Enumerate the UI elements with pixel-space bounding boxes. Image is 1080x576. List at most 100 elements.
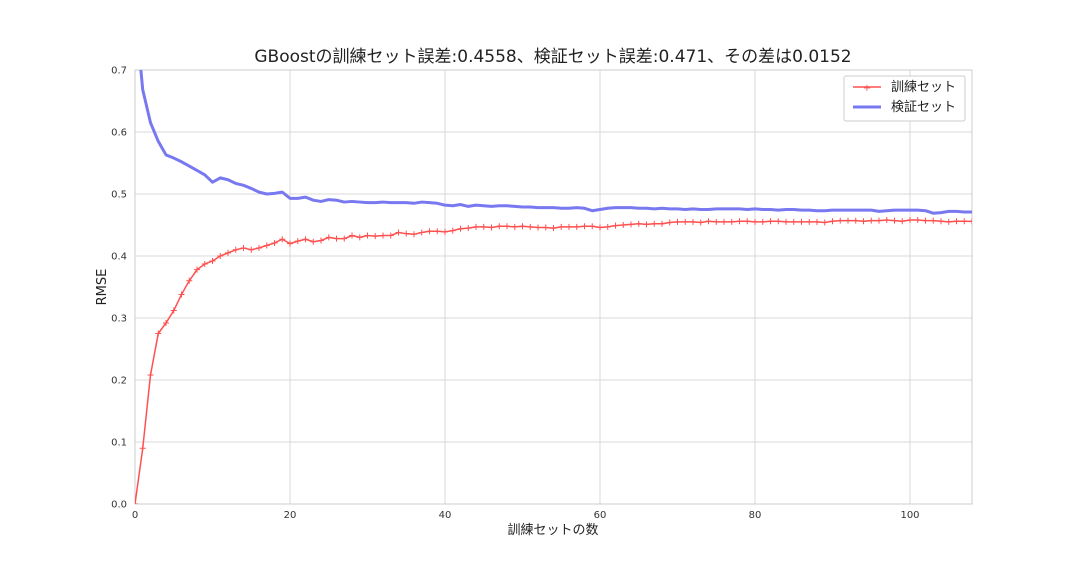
- plot-background: [135, 70, 972, 504]
- data-point-train: [697, 219, 704, 226]
- data-point-train: [240, 244, 247, 251]
- y-tick-label: 0.4: [111, 252, 127, 263]
- x-tick-label: 20: [284, 510, 297, 521]
- x-axis-label: 訓練セットの数: [507, 522, 598, 538]
- data-point-train: [907, 217, 913, 224]
- x-tick-label: 0: [132, 510, 138, 521]
- y-tick-label: 0.2: [111, 376, 127, 387]
- data-point-train: [504, 223, 510, 230]
- data-point-train: [690, 218, 696, 225]
- x-tick-label: 80: [749, 510, 762, 521]
- data-point-train: [604, 223, 611, 230]
- data-point-train: [232, 246, 239, 253]
- series-line-validation: [139, 70, 972, 215]
- legend: + 訓練セット 検証セット: [843, 75, 966, 122]
- data-point-train: [899, 218, 906, 225]
- data-point-train: [139, 445, 146, 452]
- data-point-train: [643, 221, 650, 228]
- data-point-train: [426, 228, 433, 235]
- data-point-train: [814, 218, 820, 225]
- data-point-train: [829, 218, 836, 225]
- data-point-train: [356, 234, 363, 241]
- data-point-train: [783, 218, 789, 225]
- data-point-train: [411, 231, 417, 238]
- data-point-train: [938, 218, 944, 225]
- data-point-train: [480, 223, 487, 230]
- data-point-train: [806, 218, 813, 225]
- data-point-train: [519, 223, 526, 230]
- data-point-train: [496, 223, 503, 230]
- data-point-train: [759, 218, 766, 225]
- data-point-train: [163, 319, 169, 326]
- data-point-train: [225, 249, 231, 256]
- data-point-train: [271, 239, 278, 246]
- data-point-train: [287, 240, 293, 247]
- data-point-train: [310, 238, 317, 245]
- y-axis-label: RMSE: [95, 269, 110, 306]
- data-point-train: [852, 217, 859, 224]
- data-point-train: [659, 220, 665, 227]
- data-point-train: [341, 235, 348, 242]
- series-group: [135, 70, 972, 504]
- data-point-train: [721, 218, 727, 225]
- data-point-train: [550, 225, 557, 232]
- data-point-train: [612, 222, 619, 229]
- legend-label-train: 訓練セット: [891, 79, 956, 95]
- data-point-train: [969, 218, 972, 225]
- data-point-train: [434, 228, 441, 235]
- data-point-train: [380, 232, 386, 239]
- data-point-train: [527, 223, 534, 230]
- data-point-train: [651, 220, 658, 227]
- x-tick-labels: 0 20 40 60 80 100: [132, 510, 920, 521]
- data-point-train: [775, 218, 782, 225]
- data-point-train: [395, 229, 402, 236]
- data-point-train: [178, 291, 185, 298]
- data-point-train: [372, 233, 379, 240]
- data-point-train: [217, 253, 224, 259]
- data-point-train: [752, 218, 758, 225]
- y-tick-label: 0.7: [111, 66, 127, 77]
- y-tick-label: 0.1: [111, 438, 127, 449]
- data-point-train: [945, 218, 952, 225]
- data-point-train: [302, 236, 309, 243]
- data-point-train: [666, 219, 673, 226]
- legend-marker-train: +: [863, 83, 871, 94]
- data-point-train: [155, 330, 162, 337]
- data-point-train: [767, 218, 774, 225]
- data-point-train: [674, 218, 681, 225]
- data-point-train: [279, 236, 286, 243]
- data-point-train: [713, 218, 720, 225]
- data-point-train: [573, 223, 580, 230]
- x-tick-label: 60: [594, 510, 607, 521]
- data-point-train: [860, 218, 867, 225]
- data-point-train: [558, 223, 565, 230]
- data-point-train: [201, 261, 208, 268]
- data-point-train: [186, 277, 193, 284]
- data-point-train: [620, 222, 627, 228]
- data-point-train: [682, 218, 689, 225]
- data-point-train: [953, 218, 960, 225]
- data-point-train: [876, 217, 882, 224]
- data-point-train: [403, 230, 410, 237]
- data-point-train: [263, 242, 270, 249]
- legend-label-validation: 検証セット: [891, 100, 956, 115]
- y-tick-label: 0.3: [111, 314, 127, 325]
- x-tick-label: 40: [439, 510, 452, 521]
- data-point-train: [961, 218, 968, 225]
- data-point-train: [635, 220, 642, 227]
- data-point-train: [294, 238, 301, 245]
- data-point-train: [705, 218, 712, 225]
- data-point-train: [488, 224, 495, 231]
- data-point-train: [442, 228, 448, 235]
- data-point-train: [930, 217, 937, 224]
- data-point-train: [418, 229, 425, 236]
- data-point-train: [473, 223, 479, 230]
- data-point-train: [387, 232, 394, 239]
- data-point-train: [736, 218, 743, 225]
- data-point-train: [209, 257, 216, 264]
- data-point-train: [511, 223, 518, 230]
- y-tick-label: 0.0: [111, 500, 127, 511]
- data-point-train: [248, 246, 255, 253]
- data-point-train: [914, 217, 921, 224]
